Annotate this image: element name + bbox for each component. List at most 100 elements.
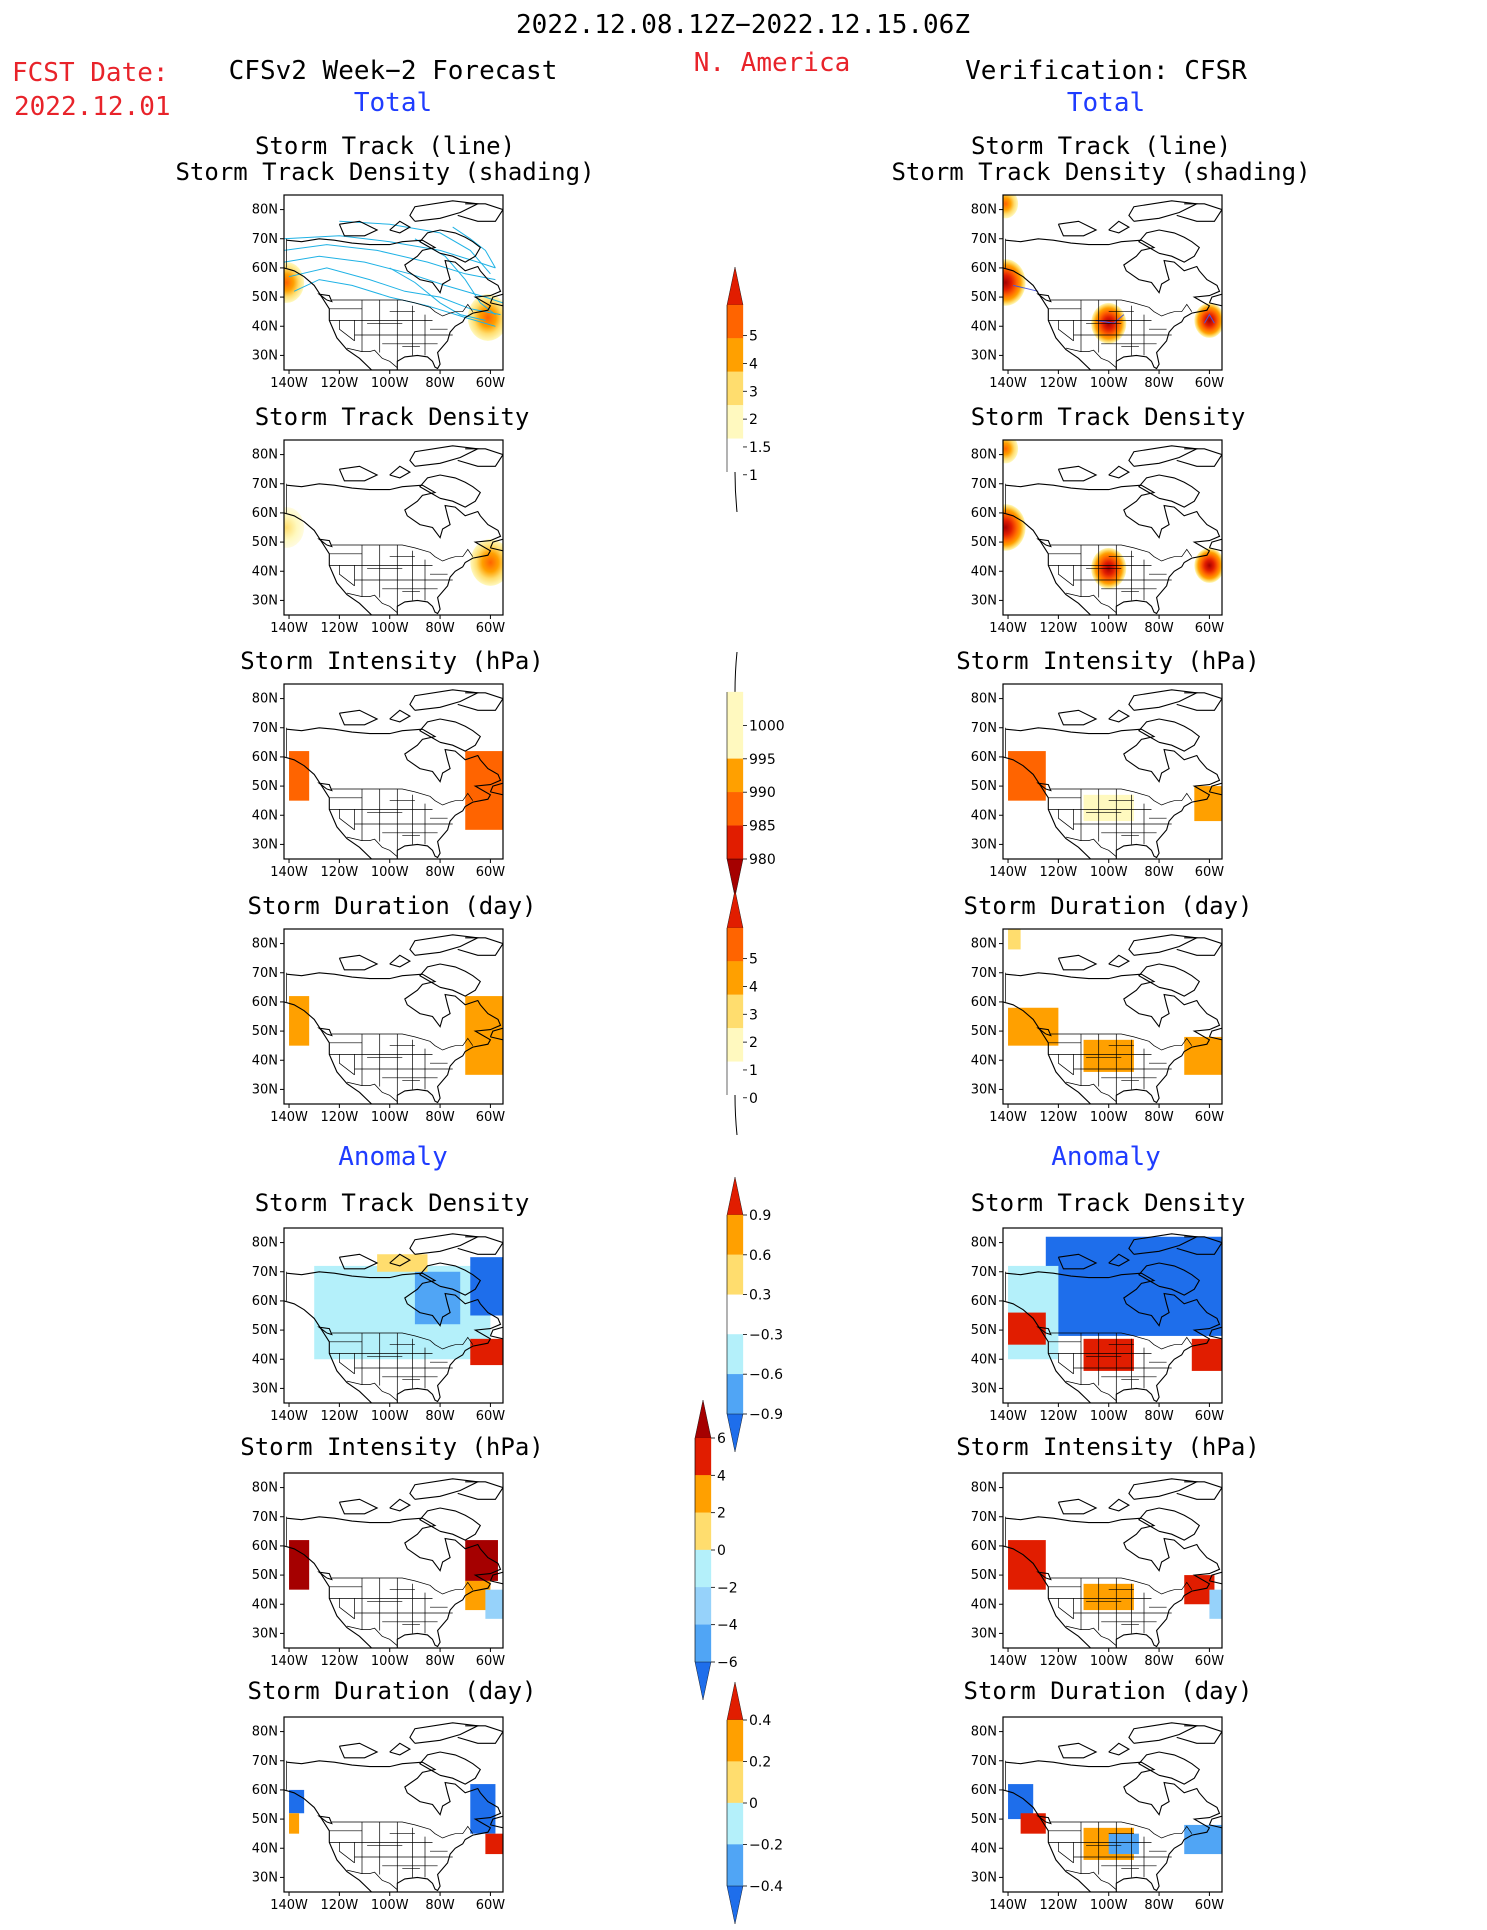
forecast-anomaly-label: Anomaly [338,1142,448,1172]
coastline-layer [284,934,503,1104]
forecast-column-title: CFSv2 Week−2 Forecast [228,56,558,86]
value-region [1194,786,1222,822]
panel-title-duration-fcst: Storm Duration (day) [247,892,537,920]
lon-tick-label: 80W [1144,1654,1174,1669]
lat-tick-label: 70N [252,1510,278,1525]
colorbar-tick-label: 980 [749,852,776,868]
colorbar-tick-label: 3 [749,1007,758,1023]
lat-tick-label: 30N [252,1870,278,1885]
map-frame [1002,1716,1223,1893]
lon-tick-label: 60W [1195,1654,1225,1669]
borders-layer [286,238,474,368]
borders-layer [1005,238,1193,368]
borders-layer [1005,483,1193,613]
lon-tick-label: 120W [321,1110,359,1125]
value-region [1083,794,1134,822]
lon-tick-label: 100W [1090,1409,1128,1424]
coastline-layer [1003,689,1222,859]
colorbar-segment [726,1719,744,1762]
value-region [1008,1540,1046,1590]
lat-tick-label: 50N [252,1323,278,1338]
lon-tick-label: 140W [270,376,308,391]
lon-tick-label: 80W [1144,865,1174,880]
lat-tick-label: 70N [971,1265,997,1280]
lon-tick-label: 100W [371,621,409,636]
lat-tick-label: 80N [971,448,997,463]
lat-tick-label: 60N [971,1783,997,1798]
colorbar-tick-label: 0.3 [749,1288,771,1304]
lon-tick-label: 100W [371,1654,409,1669]
lat-tick-label: 60N [252,1539,278,1554]
value-region [1083,1338,1134,1371]
lon-tick-label: 120W [1040,621,1078,636]
map-panel-total-track-verif: 80N 70N 60N 50N 40N 30N 140W 120W 100W 80W 60W [961,189,1230,408]
lat-tick-label: 60N [971,1294,997,1309]
lat-tick-label: 50N [971,1323,997,1338]
lat-tick-label: 50N [252,535,278,550]
lat-tick-label: 30N [252,348,278,363]
lon-tick-label: 120W [321,1654,359,1669]
density-blob [1003,440,1019,464]
colorbar-tick-label: −0.9 [749,1407,783,1423]
panel-title-track-line-fcst: Storm Track (line) [254,132,516,160]
colorbar-arrow-top [694,1399,712,1439]
colorbar-arrow-bottom [694,1661,712,1701]
colorbar-arrow-bottom [726,1885,744,1925]
colorbar-tick-label: 2 [749,1035,758,1051]
lat-tick-label: 60N [971,1539,997,1554]
lon-tick-label: 80W [1144,1110,1174,1125]
colorbar-tick-label: 4 [749,356,758,372]
panel-title-track-shading-fcst: Storm Track Density (shading) [175,158,595,186]
colorbar-tick-label: 5 [749,952,758,968]
colorbar-arrow-bottom [726,1413,744,1453]
map-panel-anom-intensity-verif: 80N 70N 60N 50N 40N 30N 140W 120W 100W 80W 60W [961,1467,1230,1686]
colorbar-segment [726,758,744,793]
lat-tick-label: 40N [971,1053,997,1068]
lon-tick-label: 120W [1040,1654,1078,1669]
lat-tick-label: 30N [252,1626,278,1641]
lon-tick-label: 100W [371,1898,409,1913]
colorbar-segment [726,725,744,759]
colorbar-tick-label: 995 [749,752,776,768]
panel-title-density-verif: Storm Track Density [970,403,1246,431]
lat-tick-label: 30N [971,1381,997,1396]
colorbar-density-total: 5 4 3 2 1.5 1 [723,265,793,518]
lon-tick-label: 60W [476,621,506,636]
colorbar-tick-label: 990 [749,785,776,801]
fcst-date-label: FCST Date: [12,58,169,88]
map-frame [283,194,504,371]
density-blob [1003,195,1019,219]
lat-tick-label: 70N [971,1754,997,1769]
coastline-layer [284,689,503,859]
panel-title-track-line-verif: Storm Track (line) [970,132,1232,160]
lon-tick-label: 120W [321,376,359,391]
value-region [289,1789,305,1814]
colorbar-tick-label: 3 [749,384,758,400]
lat-tick-label: 60N [252,1783,278,1798]
lon-tick-label: 80W [425,621,455,636]
colorbar-tail [734,1094,738,1136]
colorbar-tick-label: 0 [717,1543,726,1559]
colorbar-tick-label: 0 [749,1091,758,1107]
lat-tick-label: 80N [252,1725,278,1740]
region-label: N. America [693,48,851,78]
lon-tick-label: 140W [989,1654,1027,1669]
colorbar-tick-label: −0.2 [749,1838,783,1854]
panel-title-intensity-anom-fcst: Storm Intensity (hPa) [240,1433,544,1461]
lon-tick-label: 100W [1090,1110,1128,1125]
map-frame [1002,194,1223,371]
colorbar-segment [726,825,744,860]
verification-total-label: Total [1066,88,1146,118]
lat-tick-label: 60N [252,506,278,521]
lon-tick-label: 120W [1040,1409,1078,1424]
colorbar-segment [726,304,744,339]
colorbar-tick-label: −6 [717,1655,738,1671]
lat-tick-label: 50N [971,779,997,794]
lat-tick-label: 30N [252,593,278,608]
lon-tick-label: 80W [425,1409,455,1424]
panel-title-duration-verif: Storm Duration (day) [963,892,1253,920]
lat-tick-label: 50N [971,1812,997,1827]
lat-tick-label: 80N [252,1481,278,1496]
lon-tick-label: 80W [425,376,455,391]
density-blob [284,507,305,548]
